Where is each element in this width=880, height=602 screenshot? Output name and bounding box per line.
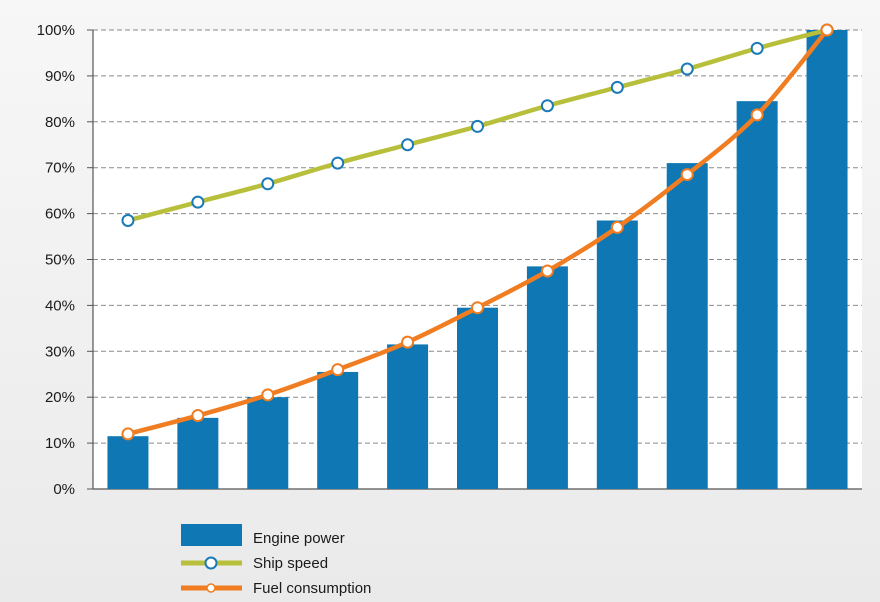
legend-label-engine-power: Engine power <box>253 530 345 547</box>
point-ship-speed <box>610 80 624 94</box>
point-ship-speed <box>750 41 764 55</box>
point-fuel-consumption <box>540 264 554 278</box>
point-fuel-consumption <box>191 409 205 423</box>
bar-engine-power <box>526 266 568 489</box>
y-tick-label: 50% <box>45 252 75 269</box>
y-tick-label: 100% <box>37 22 75 39</box>
legend-label-ship-speed: Ship speed <box>253 555 328 572</box>
y-tick-label: 60% <box>45 206 75 223</box>
bar-engine-power <box>736 101 778 490</box>
legend-marker-fuel-consumption <box>206 583 216 593</box>
y-tick-label: 40% <box>45 297 75 314</box>
legend-marker-ship-speed <box>204 556 218 570</box>
legend-label-fuel-consumption: Fuel consumption <box>253 580 371 597</box>
line-fuel-consumption <box>127 28 829 437</box>
point-fuel-consumption <box>610 220 624 234</box>
y-tick-label: 30% <box>45 343 75 360</box>
bar-engine-power <box>457 307 498 489</box>
point-fuel-consumption <box>680 168 694 182</box>
legend: Engine power Ship speed Fuel consumption <box>181 524 371 597</box>
legend-swatch-engine-power <box>181 524 242 546</box>
point-ship-speed <box>471 119 484 133</box>
point-ship-speed <box>401 138 415 152</box>
plot-area: 0% 10% 20% 30% 40% 50% 60% 70% 80% 90% 100% <box>37 22 862 498</box>
point-fuel-consumption <box>121 427 135 441</box>
bar-engine-power <box>247 397 289 489</box>
point-fuel-consumption <box>401 335 415 349</box>
point-fuel-consumption <box>820 23 834 37</box>
point-fuel-consumption <box>331 363 345 377</box>
point-fuel-consumption <box>750 108 764 122</box>
bar-engine-power <box>107 436 149 489</box>
point-ship-speed <box>540 99 554 113</box>
bar-engine-power <box>317 371 359 489</box>
y-tick-label: 0% <box>53 481 75 498</box>
bar-engine-power <box>806 30 848 489</box>
point-fuel-consumption <box>471 301 484 315</box>
point-ship-speed <box>331 156 345 170</box>
bar-engine-power <box>387 344 429 489</box>
point-ship-speed <box>191 195 205 209</box>
bar-engine-power <box>596 220 638 490</box>
y-tick-label: 70% <box>45 160 75 177</box>
bar-engine-power <box>177 417 219 489</box>
bar-engine-power <box>666 163 708 490</box>
point-fuel-consumption <box>261 388 275 402</box>
y-tick-label: 20% <box>45 389 75 406</box>
y-tick-label: 80% <box>45 114 75 131</box>
y-tick-label: 90% <box>45 68 75 85</box>
point-ship-speed <box>261 177 275 191</box>
point-ship-speed <box>121 213 135 227</box>
y-tick-label: 10% <box>45 435 75 452</box>
point-ship-speed <box>680 62 694 76</box>
